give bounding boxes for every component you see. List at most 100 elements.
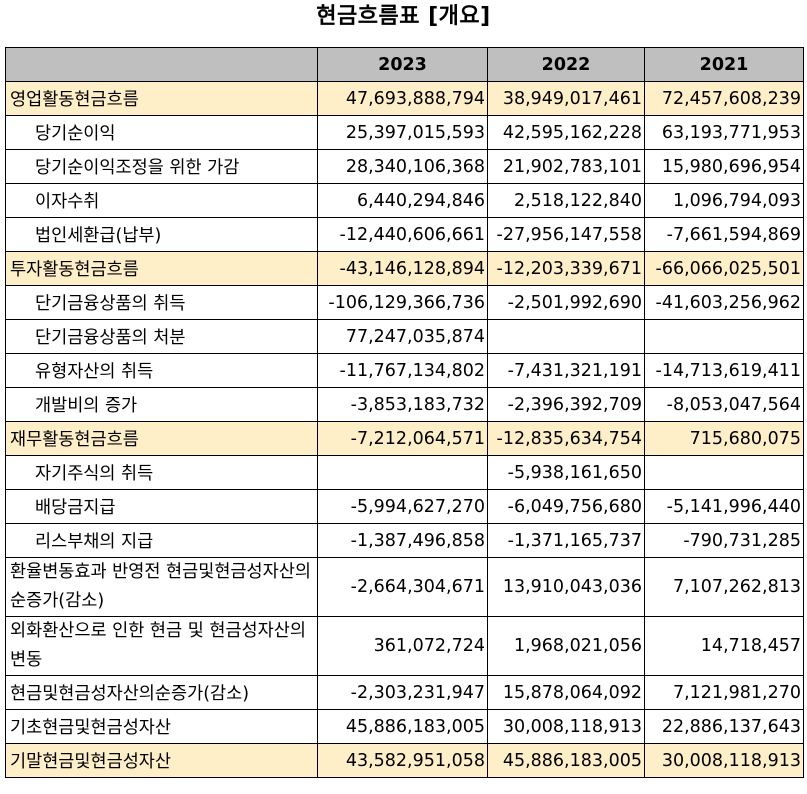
table-row: 외화환산으로 인한 현금 및 현금성자산의 변동 361,072,724 1,9… [5, 616, 804, 676]
row-label: 당기순이익조정을 위한 가감 [5, 149, 318, 184]
row-label: 법인세환급(납부) [5, 217, 318, 252]
value-2023: -1,387,496,858 [317, 523, 488, 558]
header-year-2023: 2023 [317, 47, 488, 82]
value-2023: 28,340,106,368 [317, 149, 488, 184]
value-2023: -106,129,366,736 [317, 285, 488, 320]
row-label: 기말현금및현금성자산 [5, 743, 318, 778]
row-label: 당기순이익 [5, 115, 318, 150]
value-2023: 361,072,724 [317, 616, 488, 676]
value-2021: 30,008,118,913 [644, 743, 804, 778]
value-2023: -2,303,231,947 [317, 675, 488, 710]
value-2021: -7,661,594,869 [644, 217, 804, 252]
value-2021 [644, 319, 804, 354]
value-2021: -14,713,619,411 [644, 353, 804, 388]
row-label: 개발비의 증가 [5, 387, 318, 422]
table-row: 재무활동현금흐름 -7,212,064,571 -12,835,634,754 … [5, 421, 804, 456]
value-2023: -12,440,606,661 [317, 217, 488, 252]
value-2021: 1,096,794,093 [644, 183, 804, 218]
header-row: 2023 2022 2021 [5, 47, 804, 82]
value-2022: -1,371,165,737 [487, 523, 645, 558]
value-2022: 45,886,183,005 [487, 743, 645, 778]
row-label: 투자활동현금흐름 [5, 251, 318, 286]
value-2023: 6,440,294,846 [317, 183, 488, 218]
value-2021: -8,053,047,564 [644, 387, 804, 422]
value-2022: -2,501,992,690 [487, 285, 645, 320]
value-2023: 77,247,035,874 [317, 319, 488, 354]
table-row: 당기순이익조정을 위한 가감 28,340,106,368 21,902,783… [5, 149, 804, 184]
value-2021: -66,066,025,501 [644, 251, 804, 286]
table-row: 환율변동효과 반영전 현금및현금성자산의 순증가(감소) -2,664,304,… [5, 557, 804, 617]
value-2021: 14,718,457 [644, 616, 804, 676]
table-row: 투자활동현금흐름 -43,146,128,894 -12,203,339,671… [5, 251, 804, 286]
value-2022: 38,949,017,461 [487, 81, 645, 116]
value-2022 [487, 319, 645, 354]
value-2022: 15,878,064,092 [487, 675, 645, 710]
row-label: 이자수취 [5, 183, 318, 218]
value-2022: 2,518,122,840 [487, 183, 645, 218]
table-row: 법인세환급(납부) -12,440,606,661 -27,956,147,55… [5, 217, 804, 252]
value-2023: -2,664,304,671 [317, 557, 488, 617]
row-label: 외화환산으로 인한 현금 및 현금성자산의 변동 [5, 616, 318, 676]
table-row: 이자수취 6,440,294,846 2,518,122,840 1,096,7… [5, 183, 804, 218]
row-label: 현금및현금성자산의순증가(감소) [5, 675, 318, 710]
row-label: 자기주식의 취득 [5, 455, 318, 490]
value-2022: -6,049,756,680 [487, 489, 645, 524]
header-year-2022: 2022 [487, 47, 645, 82]
table-row: 개발비의 증가 -3,853,183,732 -2,396,392,709 -8… [5, 387, 804, 422]
value-2022: -2,396,392,709 [487, 387, 645, 422]
table-row: 현금및현금성자산의순증가(감소) -2,303,231,947 15,878,0… [5, 675, 804, 710]
value-2022: -27,956,147,558 [487, 217, 645, 252]
row-label: 재무활동현금흐름 [5, 421, 318, 456]
table-row: 기말현금및현금성자산 43,582,951,058 45,886,183,005… [5, 743, 804, 778]
value-2021: 7,121,981,270 [644, 675, 804, 710]
value-2023 [317, 455, 488, 490]
value-2022: 21,902,783,101 [487, 149, 645, 184]
value-2022: 1,968,021,056 [487, 616, 645, 676]
table-row: 당기순이익 25,397,015,593 42,595,162,228 63,1… [5, 115, 804, 150]
value-2022: -5,938,161,650 [487, 455, 645, 490]
value-2022: -12,203,339,671 [487, 251, 645, 286]
row-label: 리스부채의 지급 [5, 523, 318, 558]
table-row: 배당금지급 -5,994,627,270 -6,049,756,680 -5,1… [5, 489, 804, 524]
table-row: 유형자산의 취득 -11,767,134,802 -7,431,321,191 … [5, 353, 804, 388]
value-2021: 63,193,771,953 [644, 115, 804, 150]
value-2021: -5,141,996,440 [644, 489, 804, 524]
header-year-2021: 2021 [644, 47, 804, 82]
value-2022: 13,910,043,036 [487, 557, 645, 617]
row-label: 기초현금및현금성자산 [5, 709, 318, 744]
header-label [5, 47, 318, 82]
row-label: 단기금융상품의 취득 [5, 285, 318, 320]
value-2022: 42,595,162,228 [487, 115, 645, 150]
table-row: 자기주식의 취득 -5,938,161,650 [5, 455, 804, 490]
value-2023: 47,693,888,794 [317, 81, 488, 116]
value-2023: -7,212,064,571 [317, 421, 488, 456]
value-2023: -43,146,128,894 [317, 251, 488, 286]
value-2023: 25,397,015,593 [317, 115, 488, 150]
value-2023: 45,886,183,005 [317, 709, 488, 744]
value-2021: -41,603,256,962 [644, 285, 804, 320]
value-2023: -11,767,134,802 [317, 353, 488, 388]
table-row: 단기금융상품의 처분 77,247,035,874 [5, 319, 804, 354]
value-2022: -12,835,634,754 [487, 421, 645, 456]
value-2021: 715,680,075 [644, 421, 804, 456]
value-2021: 7,107,262,813 [644, 557, 804, 617]
row-label: 영업활동현금흐름 [5, 81, 318, 116]
table-row: 단기금융상품의 취득 -106,129,366,736 -2,501,992,6… [5, 285, 804, 320]
value-2021: 22,886,137,643 [644, 709, 804, 744]
value-2023: -3,853,183,732 [317, 387, 488, 422]
table-row: 리스부채의 지급 -1,387,496,858 -1,371,165,737 -… [5, 523, 804, 558]
value-2022: 30,008,118,913 [487, 709, 645, 744]
value-2021: -790,731,285 [644, 523, 804, 558]
page-title: 현금흐름표 [개요] [316, 4, 491, 29]
row-label: 배당금지급 [5, 489, 318, 524]
value-2022: -7,431,321,191 [487, 353, 645, 388]
row-label: 환율변동효과 반영전 현금및현금성자산의 순증가(감소) [5, 557, 318, 617]
row-label: 유형자산의 취득 [5, 353, 318, 388]
value-2021: 15,980,696,954 [644, 149, 804, 184]
value-2023: 43,582,951,058 [317, 743, 488, 778]
table-row: 영업활동현금흐름 47,693,888,794 38,949,017,461 7… [5, 81, 804, 116]
table-row: 기초현금및현금성자산 45,886,183,005 30,008,118,913… [5, 709, 804, 744]
value-2023: -5,994,627,270 [317, 489, 488, 524]
cash-flow-table: 2023 2022 2021 영업활동현금흐름 47,693,888,794 3… [5, 47, 804, 778]
value-2021 [644, 455, 804, 490]
